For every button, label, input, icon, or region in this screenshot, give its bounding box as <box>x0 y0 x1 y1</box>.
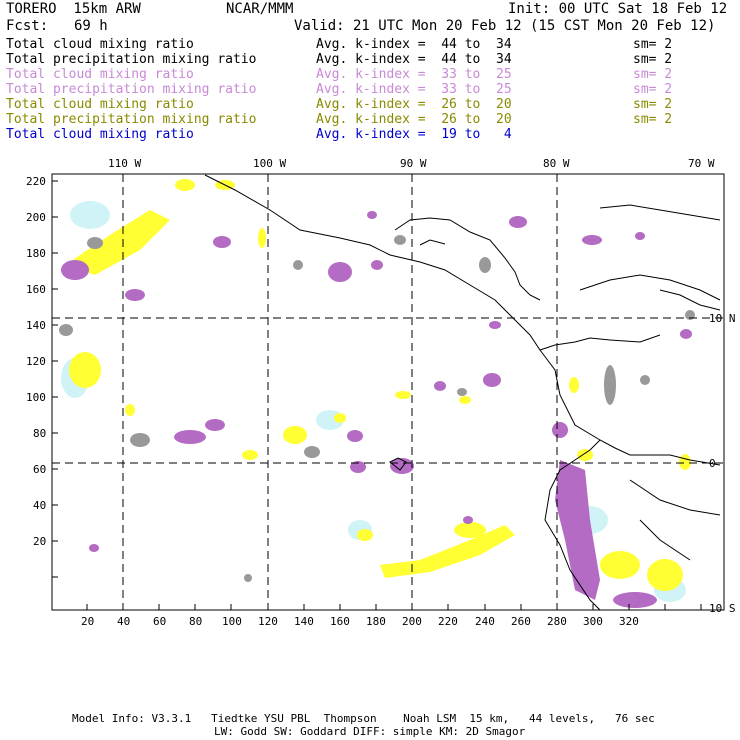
legend-index: Avg. k-index = 26 to 20 <box>316 97 512 112</box>
lon-label: 110 W <box>108 157 142 170</box>
physics-info: LW: Godd SW: Goddard DIFF: simple KM: 2D… <box>214 725 526 738</box>
x-tick: 280 <box>547 615 567 628</box>
x-tick: 260 <box>511 615 531 628</box>
legend-sm: sm= 2 <box>633 37 673 52</box>
coastline <box>204 174 721 611</box>
lon-label: 70 W <box>688 157 715 170</box>
lon-label: 100 W <box>253 157 287 170</box>
legend-sm: sm= 2 <box>633 82 673 97</box>
x-tick: 60 <box>153 615 167 628</box>
y-tick: 20 <box>33 535 47 548</box>
init-time: Init: 00 UTC Sat 18 Feb 12 <box>508 1 728 17</box>
x-tick: 80 <box>189 615 203 628</box>
cloud-field-yellow <box>65 179 691 591</box>
cloud-field-gray <box>59 235 695 582</box>
legend-index: Avg. k-index = 19 to 4 <box>316 127 512 142</box>
valid-time: Valid: 21 UTC Mon 20 Feb 12 (15 CST Mon … <box>294 18 716 34</box>
x-tick: 180 <box>366 615 386 628</box>
legend-field: Total cloud mixing ratio <box>6 127 194 142</box>
legend-field: Total cloud mixing ratio <box>6 67 194 82</box>
forecast-hour: 69 h <box>74 18 108 34</box>
lon-label: 90 W <box>400 157 427 170</box>
x-tick: 100 <box>222 615 242 628</box>
legend-field: Total precipitation mixing ratio <box>6 52 257 67</box>
lon-label: 80 W <box>543 157 570 170</box>
x-tick: 140 <box>294 615 314 628</box>
y-tick: 80 <box>33 427 47 440</box>
legend-index: Avg. k-index = 44 to 34 <box>316 52 512 67</box>
legend-sm: sm= 2 <box>633 67 673 82</box>
cloud-field-purple <box>61 211 692 608</box>
lat-label: 0 <box>709 457 716 470</box>
x-tick: 320 <box>619 615 639 628</box>
y-tick: 40 <box>33 499 47 512</box>
y-tick: 180 <box>26 247 46 260</box>
graticule <box>52 174 724 610</box>
lat-label: 10 S <box>709 602 736 615</box>
x-tick: 220 <box>438 615 458 628</box>
legend-field: Total cloud mixing ratio <box>6 37 194 52</box>
x-tick: 20 <box>81 615 95 628</box>
x-tick: 300 <box>583 615 603 628</box>
legend-sm: sm= 2 <box>633 112 673 127</box>
forecast-label: Fcst: <box>6 18 49 34</box>
map-frame <box>51 173 725 611</box>
legend-field: Total cloud mixing ratio <box>6 97 194 112</box>
legend-index: Avg. k-index = 33 to 25 <box>316 82 512 97</box>
model-title: TORERO 15km ARW <box>6 1 141 17</box>
org-label: NCAR/MMM <box>226 1 294 17</box>
x-tick: 40 <box>117 615 131 628</box>
lat-label: 10 N <box>709 312 736 325</box>
x-tick: 200 <box>402 615 422 628</box>
legend-field: Total precipitation mixing ratio <box>6 82 257 97</box>
y-tick: 60 <box>33 463 47 476</box>
y-tick: 120 <box>26 355 46 368</box>
legend-sm: sm= 2 <box>633 97 673 112</box>
y-tick: 220 <box>26 175 46 188</box>
legend-field: Total precipitation mixing ratio <box>6 112 257 127</box>
y-tick: 100 <box>26 391 46 404</box>
legend-sm: sm= 2 <box>633 52 673 67</box>
x-tick: 240 <box>475 615 495 628</box>
legend-index: Avg. k-index = 26 to 20 <box>316 112 512 127</box>
model-info: Model Info: V3.3.1 Tiedtke YSU PBL Thomp… <box>72 712 655 725</box>
y-tick: 200 <box>26 211 46 224</box>
legend-index: Avg. k-index = 44 to 34 <box>316 37 512 52</box>
x-tick: 160 <box>330 615 350 628</box>
legend-index: Avg. k-index = 33 to 25 <box>316 67 512 82</box>
x-tick: 120 <box>258 615 278 628</box>
y-tick: 140 <box>26 319 46 332</box>
y-tick: 160 <box>26 283 46 296</box>
axis-ticks <box>52 180 702 610</box>
